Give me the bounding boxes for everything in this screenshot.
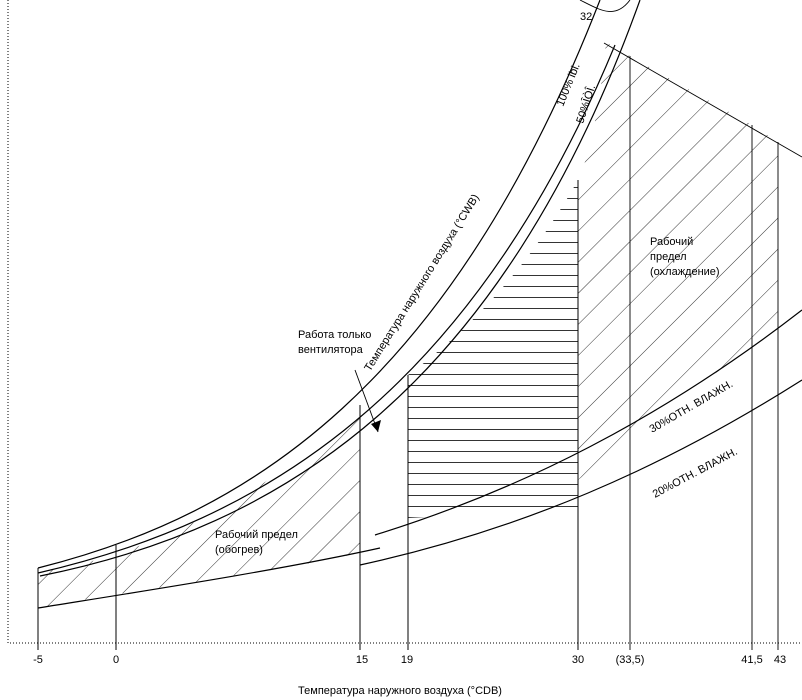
tick-43: 43: [774, 654, 786, 666]
heating-region: [38, 405, 360, 608]
tick-15: 15: [356, 654, 368, 666]
fan-only-region: [408, 180, 578, 518]
cooling-region: [578, 42, 752, 480]
heating-label-line2: (обогрев): [215, 544, 263, 556]
cooling-label-line1: Рабочий: [650, 236, 693, 248]
fan-only-arrowhead: [371, 420, 381, 432]
tick-0: 0: [113, 654, 119, 666]
tick-30: 30: [572, 654, 584, 666]
curve-100-rh: [37, 0, 601, 569]
tick-33-5: (33,5): [616, 654, 645, 666]
cooling-region-edge: [752, 125, 778, 345]
cooling-label-line3: (охлаждение): [650, 266, 720, 278]
x-axis-label: Температура наружного воздуха (°CDB): [298, 685, 502, 697]
curve-heating-lower: [37, 547, 381, 609]
cooling-upper-boundary: [603, 42, 802, 158]
curve-30-rh: [374, 309, 802, 536]
chart-frame: [7, 0, 802, 644]
curve-50-rh: [37, 44, 616, 574]
fan-only-label-line2: вентилятора: [298, 344, 364, 356]
fan-only-leader: [354, 369, 379, 433]
fan-only-label-line1: Работа только: [298, 329, 371, 341]
rh-50-label: 50%ÎÒÎ.: [573, 83, 598, 125]
rh-20-label: 20%ОТН. ВЛАЖН.: [651, 446, 740, 501]
wb-value-32: 32: [580, 11, 592, 23]
heating-label-line1: Рабочий предел: [215, 529, 298, 541]
tick-minus5: -5: [33, 654, 43, 666]
tick-19: 19: [401, 654, 413, 666]
curve-100-rh-outer: [579, 0, 631, 12]
rh-100-label: 100% ibi.: [555, 62, 583, 108]
curve-20-rh: [359, 379, 802, 566]
curve-outer-wb: [39, 0, 641, 577]
cooling-label-line2: предел: [650, 251, 687, 263]
tick-41-5: 41,5: [741, 654, 762, 666]
